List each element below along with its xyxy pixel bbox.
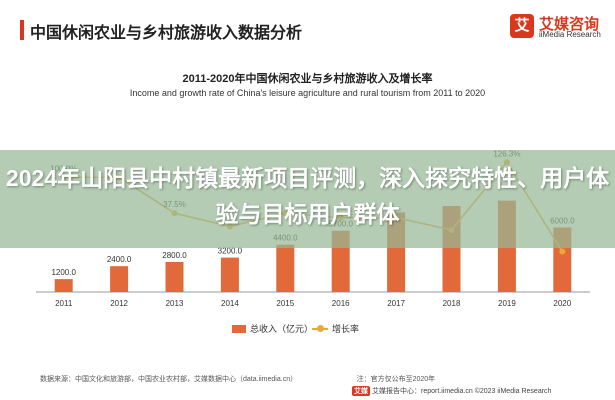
x-tick-label-2018: 2018	[443, 299, 461, 308]
x-tick-label-2014: 2014	[221, 299, 239, 308]
bar-2011	[54, 279, 73, 292]
legend-bar-label: 总收入（亿元）	[250, 324, 314, 334]
x-tick-label-2016: 2016	[332, 299, 350, 308]
bar-label-2012: 2400.0	[107, 255, 132, 264]
footer-logo-badge: 艾媒	[352, 386, 370, 396]
bar-2013	[165, 261, 184, 292]
chart-title: 2011-2020年中国休闲农业与乡村旅游收入及增长率	[182, 73, 433, 85]
x-tick-label-2020: 2020	[553, 299, 571, 308]
logo-name-cn: 艾媒咨询	[539, 16, 600, 33]
bar-2012	[110, 266, 129, 292]
bar-label-2011: 1200.0	[51, 268, 76, 277]
bar-label-2013: 2800.0	[162, 251, 187, 260]
footer-credit: 艾媒 艾媒报告中心：report.iimedia.cn ©2023 iiMedia…	[352, 386, 551, 396]
source-note: 数据来源：中国文化和旅游部，中国农业农村部，艾媒数据中心（data.iimedi…	[40, 376, 436, 383]
bar-2014	[220, 257, 239, 292]
legend-line-marker	[317, 325, 324, 332]
bar-label-2014: 3200.0	[218, 247, 243, 256]
growth-point-2020	[559, 248, 566, 255]
legend-line-label: 增长率	[332, 324, 360, 334]
x-tick-label-2012: 2012	[110, 299, 128, 308]
header-bar: 中国休闲农业与乡村旅游收入数据分析 艾 艾媒咨询 iiMedia Researc…	[0, 0, 615, 60]
x-tick-label-2015: 2015	[276, 299, 294, 308]
bar-2015	[276, 244, 295, 292]
overlay-headline: 2024年山阳县中村镇最新项目评测，深入探究特性、用户体验与目标用户群体	[5, 165, 610, 227]
footer-credit-text: 艾媒报告中心：report.iimedia.cn ©2023 iiMedia R…	[372, 388, 552, 395]
overlay-banner	[0, 150, 615, 248]
chart-subtitle: Income and growth rate of China's leisur…	[129, 88, 486, 98]
iimedia-logo-icon: 艾	[510, 14, 534, 38]
x-tick-label-2011: 2011	[55, 299, 73, 308]
page-title: 中国休闲农业与乡村旅游收入数据分析	[30, 25, 303, 42]
header-accent-bar	[20, 20, 24, 40]
logo-name-en: iiMedia Research	[539, 30, 601, 39]
x-tick-label-2019: 2019	[498, 299, 516, 308]
x-tick-label-2017: 2017	[387, 299, 405, 308]
x-tick-label-2013: 2013	[166, 299, 184, 308]
legend-bar-swatch	[232, 325, 246, 333]
